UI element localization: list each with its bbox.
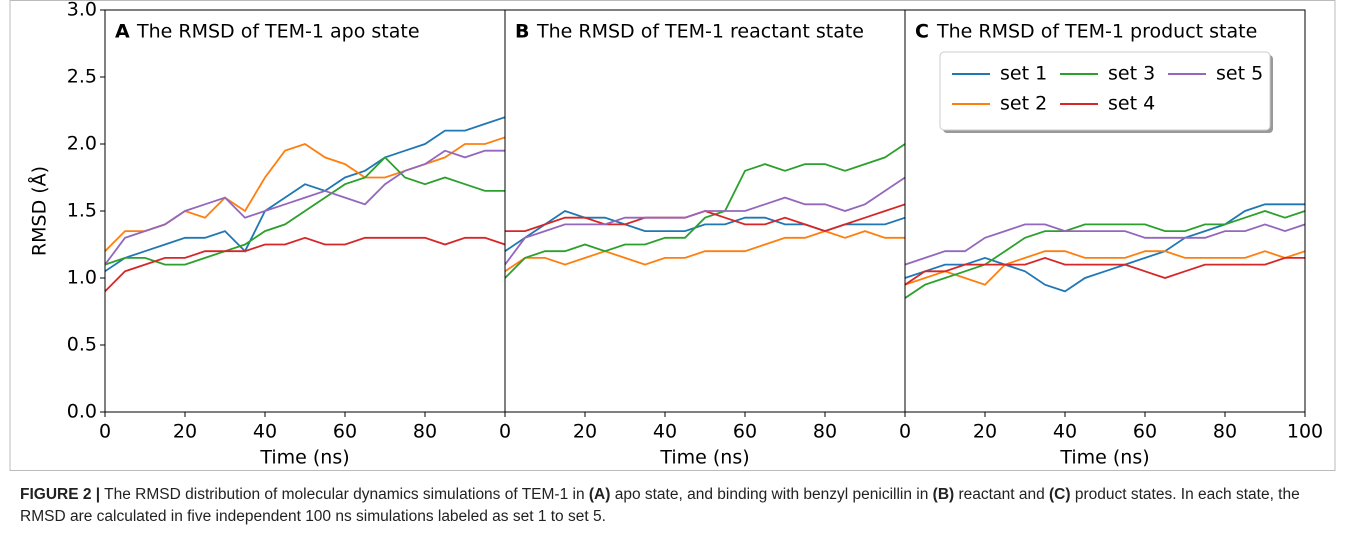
caption-text: FIGURE 2 |: [20, 486, 101, 503]
legend-label: set 1: [1000, 63, 1047, 85]
caption-text: The RMSD distribution of molecular dynam…: [104, 486, 589, 503]
y-tick-label: 2.0: [67, 133, 97, 155]
x-tick-label: 0: [99, 421, 111, 443]
figure: 0 20 40 60 80 0.0 0.5 1.0 1.5 2.0 2.5 3.0 Time (ns) R…: [9, 0, 1336, 471]
panel-label: A: [115, 21, 130, 43]
figure-frame: [9, 0, 1336, 471]
series-line: [105, 136, 505, 252]
caption-text: (B): [932, 486, 955, 503]
series-line: [105, 116, 505, 273]
series-line: [505, 143, 905, 279]
caption-text: (C): [1049, 486, 1071, 503]
x-axis-label: Time (ns): [259, 447, 349, 469]
caption-text: apo state, and binding with benzyl penic…: [610, 486, 933, 503]
x-tick-label: 80: [1213, 421, 1237, 443]
x-tick-label: 60: [333, 421, 357, 443]
legend-box: [939, 51, 1271, 131]
series-line: [505, 230, 905, 273]
x-tick-label: 60: [733, 421, 757, 443]
series-line: [905, 210, 1305, 299]
y-tick-label: 1.5: [67, 200, 97, 222]
x-tick-label: 80: [813, 421, 837, 443]
x-tick-label: 20: [973, 421, 997, 443]
x-axis-label: Time (ns): [659, 447, 749, 469]
series-line: [905, 250, 1305, 286]
x-axis-label: Time (ns): [1059, 447, 1149, 469]
x-tick-label: 100: [1287, 421, 1323, 443]
series-line: [905, 256, 1305, 286]
x-tick-label: 40: [1053, 421, 1077, 443]
panel-title: The RMSD of TEM-1 apo state: [136, 21, 420, 43]
legend-label: set 3: [1108, 63, 1155, 85]
caption-text: (A): [588, 486, 611, 503]
series-line: [105, 156, 505, 266]
legend-label: set 2: [1000, 93, 1047, 115]
series-line: [905, 203, 1305, 293]
plot-frame: [904, 9, 1306, 413]
series-line: [505, 176, 905, 266]
series-line: [905, 223, 1305, 266]
y-tick-label: 0.5: [67, 334, 97, 356]
caption-text: reactant and: [954, 486, 1049, 503]
x-tick-label: 20: [573, 421, 597, 443]
legend-label: set 4: [1108, 93, 1155, 115]
y-axis-label: RMSD (Å): [28, 166, 51, 256]
x-tick-label: 40: [653, 421, 677, 443]
panel-title: The RMSD of TEM-1 product state: [936, 21, 1257, 43]
y-tick-label: 3.0: [67, 0, 97, 21]
series-line: [105, 149, 505, 266]
x-tick-label: 20: [173, 421, 197, 443]
panel-label: C: [915, 21, 929, 43]
x-tick-label: 80: [413, 421, 437, 443]
y-tick-label: 1.0: [67, 267, 97, 289]
panel-label: B: [515, 21, 529, 43]
y-tick-label: 2.5: [67, 66, 97, 88]
legend-label: set 5: [1216, 63, 1263, 85]
x-tick-label: 0: [899, 421, 911, 443]
x-tick-label: 60: [1133, 421, 1157, 443]
series-line: [105, 236, 505, 293]
panel-title: The RMSD of TEM-1 reactant state: [536, 21, 864, 43]
caption: FIGURE 2 | The RMSD distribution of mole…: [20, 484, 1320, 528]
x-tick-label: 40: [253, 421, 277, 443]
caption-text: product states. In each state, the RMSD …: [20, 486, 1300, 525]
x-tick-label: 0: [499, 421, 511, 443]
y-tick-label: 0.0: [67, 401, 97, 423]
